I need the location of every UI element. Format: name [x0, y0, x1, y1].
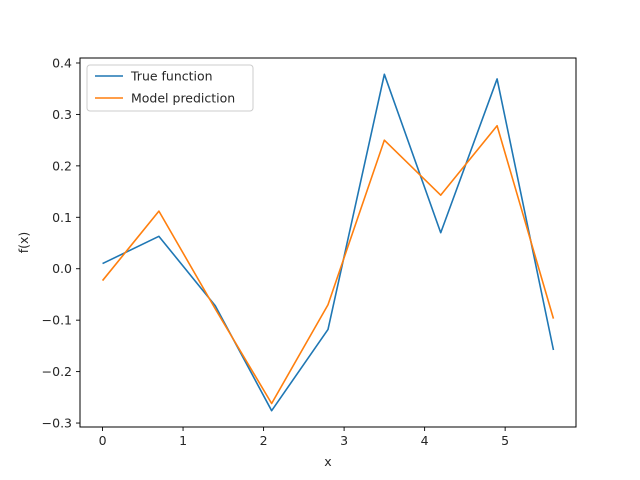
y-tick-label: 0.0 — [52, 261, 72, 276]
x-tick-label: 2 — [260, 433, 268, 448]
legend-box — [86, 64, 254, 112]
y-tick-label: −0.3 — [42, 416, 72, 431]
x-tick-label: 4 — [421, 433, 429, 448]
series-line-2 — [101, 124, 555, 405]
y-tick-label: 0.4 — [52, 55, 72, 70]
y-axis-label: f(x) — [16, 232, 31, 254]
series-line-1 — [102, 73, 555, 412]
x-tick-label: 0 — [99, 433, 107, 448]
x-tick-label: 3 — [340, 433, 348, 448]
legend: True function Model prediction — [86, 64, 254, 112]
x-tick-label: 5 — [501, 433, 509, 448]
y-tick-label: −0.2 — [42, 364, 72, 379]
y-tick-label: −0.1 — [42, 313, 72, 328]
legend-label-1: True function — [130, 69, 213, 84]
plot-area-frame — [79, 57, 577, 428]
x-tick-label: 1 — [179, 433, 187, 448]
series-lines — [101, 73, 555, 412]
y-tick-label: 0.3 — [52, 107, 72, 122]
axis-ticks: 0 1 2 3 4 5 −0.3 −0.2 −0.1 0.0 0.1 0.2 0.3 0.4 — [42, 55, 509, 448]
y-tick-label: 0.1 — [52, 210, 72, 225]
legend-label-2: Model prediction — [131, 91, 235, 106]
y-tick-label: 0.2 — [52, 158, 72, 173]
x-axis-label: x — [324, 454, 331, 469]
